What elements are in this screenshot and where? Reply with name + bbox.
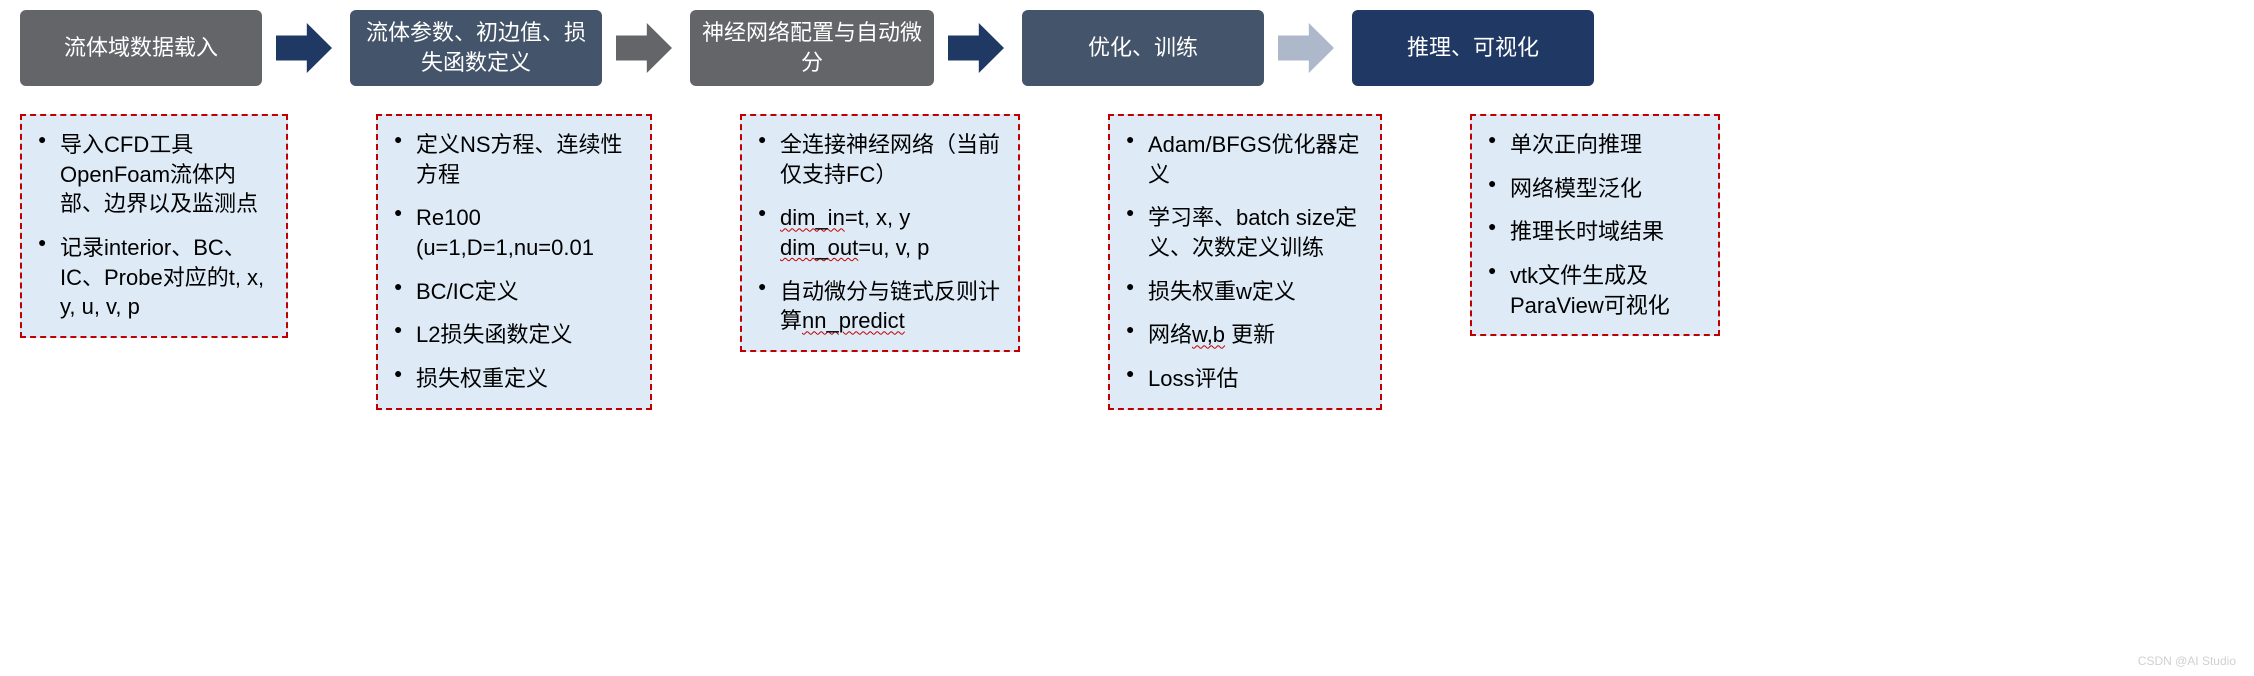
arrow-icon [276,23,332,73]
list-item: dim_in=t, x, y dim_out=u, v, p [756,203,1004,262]
stage-header-s4: 优化、训练 [1022,10,1264,86]
stage-detail-s1: 导入CFD工具OpenFoam流体内部、边界以及监测点记录interior、BC… [20,114,288,338]
arrow-icon [616,23,672,73]
stage-detail-s3: 全连接神经网络（当前仅支持FC） dim_in=t, x, y dim_out=u… [740,114,1020,352]
list-item: 学习率、batch size定义、次数定义训练 [1124,203,1366,262]
list-item: 导入CFD工具OpenFoam流体内部、边界以及监测点 [36,130,272,219]
stage-header-s2: 流体参数、初边值、损失函数定义 [350,10,602,86]
list-item: 记录interior、BC、IC、Probe对应的t, x, y, u, v, … [36,233,272,322]
list-item: 自动微分与链式反则计算nn_predict [756,277,1004,336]
stage-header-title: 神经网络配置与自动微分 [702,18,922,77]
flow-header-row: 流体域数据载入 流体参数、初边值、损失函数定义 神经网络配置与自动微分 优化、训… [20,10,2234,86]
list-item: Loss评估 [1124,364,1366,394]
list-item: 全连接神经网络（当前仅支持FC） [756,130,1004,189]
stage-detail-s4: Adam/BFGS优化器定义学习率、batch size定义、次数定义训练损失权… [1108,114,1382,410]
stage-header-s5: 推理、可视化 [1352,10,1594,86]
stage-header-s1: 流体域数据载入 [20,10,262,86]
list-item: 损失权重定义 [392,364,636,394]
list-item: L2损失函数定义 [392,320,636,350]
list-item: 网络模型泛化 [1486,174,1704,204]
list-item: 定义NS方程、连续性方程 [392,130,636,189]
stage-header-title: 优化、训练 [1088,33,1198,63]
watermark: CSDN @AI Studio [2138,654,2236,668]
list-item: BC/IC定义 [392,277,636,307]
stage-header-title: 推理、可视化 [1407,33,1539,63]
stage-detail-s5: 单次正向推理网络模型泛化推理长时域结果 vtk文件生成及ParaView可视化 [1470,114,1720,336]
stage-header-title: 流体域数据载入 [64,33,218,63]
stage-header-title: 流体参数、初边值、损失函数定义 [362,18,590,77]
stage-detail-s2: 定义NS方程、连续性方程 Re100 (u=1,D=1,nu=0.01 BC/IC定… [376,114,652,410]
stage-header-s3: 神经网络配置与自动微分 [690,10,934,86]
flow-detail-row: 导入CFD工具OpenFoam流体内部、边界以及监测点记录interior、BC… [20,114,2234,410]
list-item: Re100 (u=1,D=1,nu=0.01 [392,203,636,262]
arrow-icon [1278,23,1334,73]
arrow-icon [948,23,1004,73]
list-item: 推理长时域结果 [1486,217,1704,247]
list-item: vtk文件生成及ParaView可视化 [1486,261,1704,320]
list-item: Adam/BFGS优化器定义 [1124,130,1366,189]
list-item: 单次正向推理 [1486,130,1704,160]
list-item: 损失权重w定义 [1124,277,1366,307]
list-item: 网络w,b 更新 [1124,320,1366,350]
